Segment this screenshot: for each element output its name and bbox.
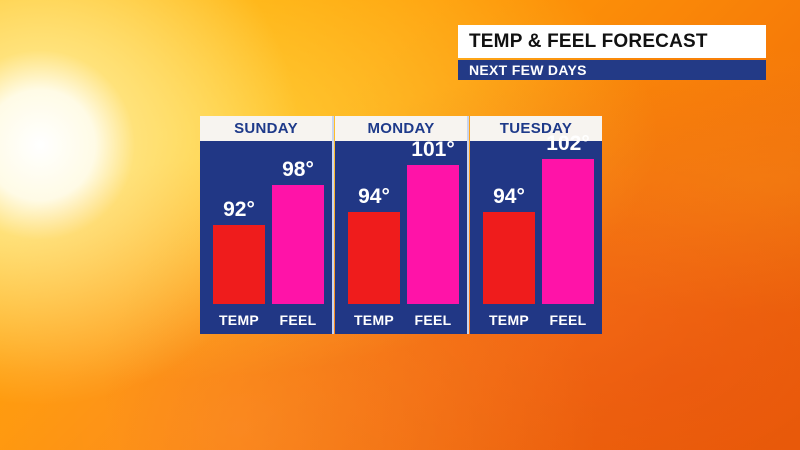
temp-bar <box>483 212 535 304</box>
temp-bar <box>348 212 400 304</box>
column-divider <box>332 116 334 334</box>
feel-value-label: 101° <box>411 138 455 161</box>
feel-axis-label: FEEL <box>279 312 317 328</box>
graphic-title: TEMP & FEEL FORECAST <box>458 25 766 58</box>
day-panel: 92° TEMP 98° FEEL <box>200 141 332 334</box>
day-panel: 94° TEMP 102° FEEL <box>470 132 602 334</box>
forecast-chart: SUNDAY 92° TEMP 98° FEEL MONDAY 94° TEMP 101° FEE… <box>200 116 602 334</box>
feel-bar <box>407 165 459 304</box>
feel-bar <box>272 185 324 304</box>
temp-value-label: 92° <box>223 198 255 221</box>
day-panel: 94° TEMP 101° FEEL <box>335 138 467 334</box>
temp-axis-label: TEMP <box>353 312 395 328</box>
day-header: TUESDAY <box>470 116 602 141</box>
feel-bar <box>542 159 594 304</box>
feel-value-label: 98° <box>282 158 314 181</box>
temp-value-label: 94° <box>358 185 390 208</box>
temp-axis-label: TEMP <box>218 312 260 328</box>
temp-value-label: 94° <box>493 185 525 208</box>
temp-axis-label: TEMP <box>488 312 530 328</box>
day-header: MONDAY <box>335 116 467 141</box>
day-column-sunday: SUNDAY 92° TEMP 98° FEEL <box>200 116 332 334</box>
column-divider <box>467 116 469 334</box>
day-column-monday: MONDAY 94° TEMP 101° FEEL <box>335 116 467 334</box>
day-column-tuesday: TUESDAY 94° TEMP 102° FEEL <box>470 116 602 334</box>
feel-axis-label: FEEL <box>414 312 452 328</box>
feel-value-label: 102° <box>546 132 590 155</box>
temp-bar <box>213 225 265 304</box>
feel-axis-label: FEEL <box>549 312 587 328</box>
day-header: SUNDAY <box>200 116 332 141</box>
graphic-subtitle: NEXT FEW DAYS <box>458 60 766 80</box>
